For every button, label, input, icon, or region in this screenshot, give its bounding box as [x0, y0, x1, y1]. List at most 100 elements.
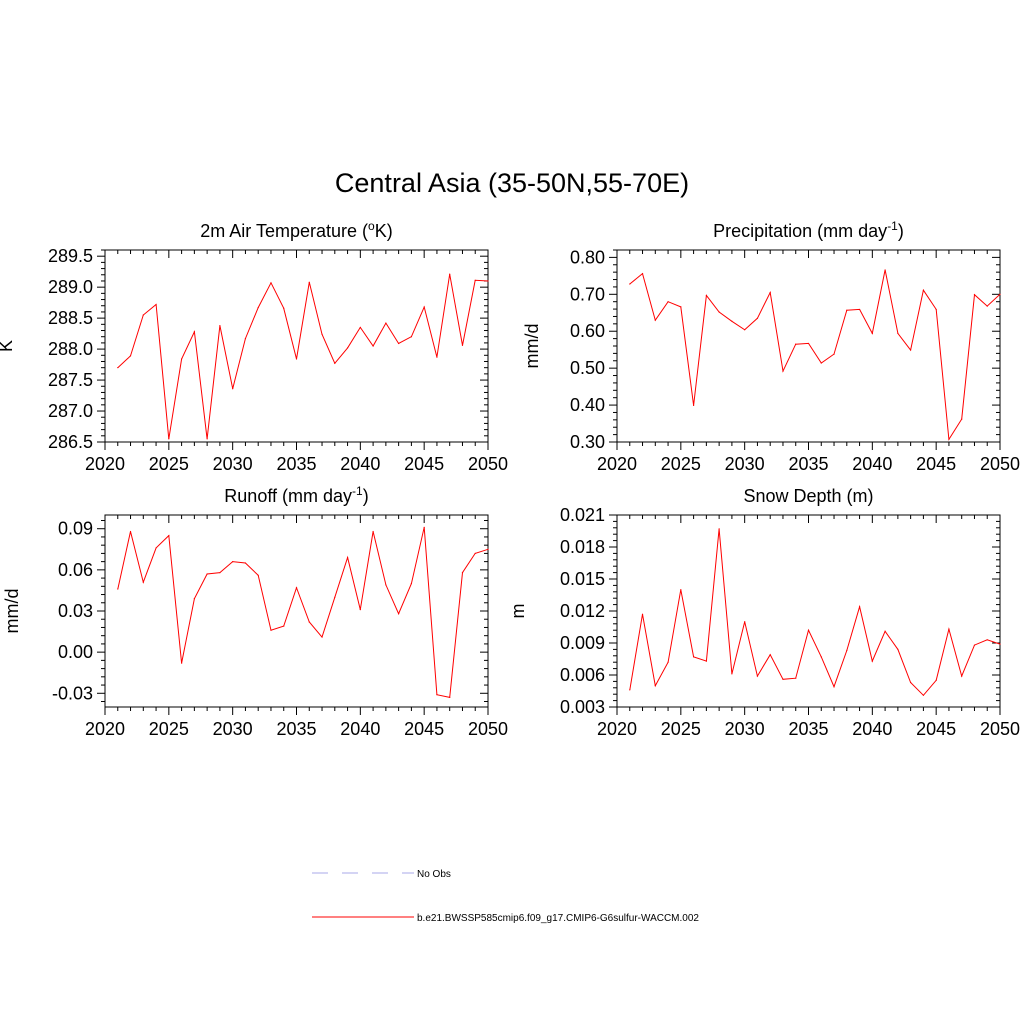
y-axis-label: mm/d — [2, 589, 22, 634]
data-point — [922, 694, 925, 696]
data-point — [283, 625, 285, 627]
data-point — [641, 273, 644, 275]
data-point — [718, 311, 720, 313]
data-point — [117, 588, 119, 590]
data-point — [359, 609, 361, 611]
series-line — [117, 527, 489, 699]
x-tick-label: 2040 — [340, 454, 380, 474]
x-tick-label: 2030 — [725, 454, 765, 474]
x-tick-label: 2035 — [788, 454, 828, 474]
x-tick-label: 2040 — [852, 454, 892, 474]
data-point — [321, 636, 323, 638]
panel-title: Precipitation (mm day-1) — [713, 219, 904, 241]
data-point — [820, 362, 822, 364]
data-point — [257, 574, 259, 576]
panel-title: Runoff (mm day-1) — [224, 484, 368, 506]
data-point — [948, 438, 950, 441]
data-point — [270, 629, 272, 631]
data-point — [986, 305, 988, 307]
data-point — [142, 314, 144, 316]
data-point — [629, 689, 631, 691]
y-tick-label: 0.003 — [560, 697, 605, 717]
data-point — [641, 613, 644, 615]
data-point — [756, 317, 759, 319]
data-point — [705, 294, 707, 297]
chart-panel-3: Runoff (mm day-1) mm/d 2020 2025 2030 2035 204… — [2, 484, 508, 739]
y-tick-label: 0.80 — [570, 247, 605, 267]
data-point — [155, 547, 157, 549]
x-tick-label: 2020 — [597, 719, 637, 739]
data-point — [193, 598, 195, 600]
data-point — [270, 282, 272, 284]
data-point — [359, 326, 361, 329]
data-point — [871, 660, 873, 662]
data-point — [731, 320, 733, 322]
y-tick-label: 0.06 — [58, 560, 93, 580]
series-line — [117, 274, 489, 439]
x-tick-label: 2045 — [916, 454, 956, 474]
y-tick-label: 0.012 — [560, 601, 605, 621]
x-tick-label: 2050 — [980, 719, 1020, 739]
y-tick-label: 0.60 — [570, 321, 605, 341]
panel-title: Snow Depth (m) — [743, 486, 873, 506]
y-tick-label: 0.009 — [560, 633, 605, 653]
series-line — [629, 528, 1001, 697]
data-point — [168, 534, 170, 537]
data-point — [858, 606, 861, 608]
y-tick-label: 287.0 — [48, 401, 93, 421]
x-tick-label: 2035 — [788, 719, 828, 739]
data-point — [474, 552, 476, 555]
chart-panel-4: Snow Depth (m) m 2020 2025 2030 2035 2040 2045 2… — [508, 486, 1020, 739]
y-tick-label: 288.0 — [48, 339, 93, 359]
data-point — [807, 629, 810, 631]
data-point — [769, 291, 771, 294]
y-axis-label: K — [0, 340, 16, 352]
data-point — [334, 362, 336, 364]
data-point — [973, 644, 976, 646]
data-point — [910, 681, 912, 684]
data-point — [756, 675, 759, 677]
data-point — [680, 589, 682, 591]
data-point — [181, 662, 183, 664]
y-tick-label: 0.021 — [560, 505, 605, 525]
data-point — [693, 404, 695, 407]
data-point — [795, 343, 797, 345]
data-point — [744, 621, 746, 623]
data-point — [295, 358, 298, 360]
data-point — [232, 561, 234, 563]
y-tick-label: 0.30 — [570, 432, 605, 452]
data-point — [807, 342, 810, 345]
data-point — [846, 309, 848, 311]
x-tick-label: 2035 — [276, 719, 316, 739]
data-point — [731, 673, 733, 675]
data-point — [295, 587, 298, 589]
x-tick-label: 2025 — [661, 454, 701, 474]
data-point — [308, 281, 310, 283]
legend-label: b.e21.BWSSP585cmip6.f09_g17.CMIP6-G6sulf… — [417, 913, 699, 924]
data-point — [308, 621, 310, 623]
x-tick-label: 2030 — [213, 719, 253, 739]
data-point — [769, 654, 771, 656]
series-line — [629, 269, 1001, 441]
y-tick-label: 0.50 — [570, 358, 605, 378]
x-tick-label: 2050 — [980, 454, 1020, 474]
data-point — [629, 283, 631, 285]
data-point — [833, 353, 835, 355]
data-point — [986, 639, 988, 641]
data-point — [795, 677, 797, 679]
plot-frame — [104, 249, 489, 443]
data-point — [654, 319, 656, 321]
data-point — [436, 694, 438, 696]
y-tick-label: 0.09 — [58, 519, 93, 539]
data-point — [117, 367, 119, 369]
data-point — [398, 613, 400, 615]
y-tick-label: 288.5 — [48, 308, 93, 328]
x-tick-label: 2030 — [213, 454, 253, 474]
data-point — [744, 329, 746, 331]
y-tick-label: 0.40 — [570, 395, 605, 415]
legend-label: No Obs — [417, 869, 451, 880]
data-point — [334, 596, 336, 598]
data-point — [155, 303, 157, 306]
data-point — [385, 322, 387, 324]
data-point — [973, 294, 976, 296]
